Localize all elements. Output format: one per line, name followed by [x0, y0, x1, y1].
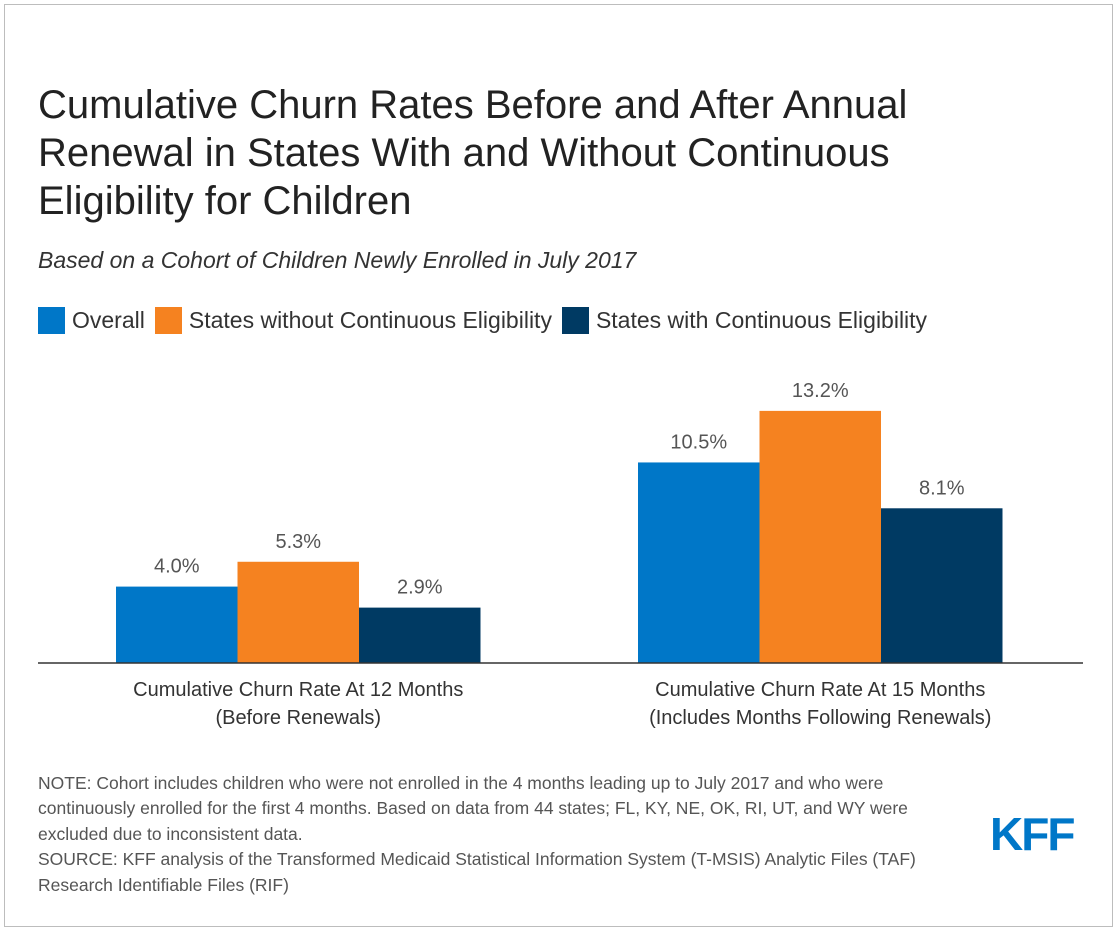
- bar-1-2: [881, 508, 1003, 663]
- legend-swatch-without: [154, 307, 182, 334]
- bar-chart: 4.0% 10.5% 5.3% 13.2% 2.9% 8.1% Cumulative Chu…: [38, 380, 1083, 729]
- legend-label-overall: Overall: [72, 307, 145, 333]
- legend-label-without: States without Continuous Eligibility: [188, 307, 552, 333]
- data-label-1-1: 13.2%: [792, 380, 849, 402]
- chart-subtitle: Based on a Cohort of Children Newly Enro…: [38, 247, 637, 273]
- data-label-0-0: 4.0%: [154, 556, 200, 578]
- legend-swatch-overall: [38, 307, 65, 334]
- category-label-0-0: Cumulative Churn Rate At 12 Months: [133, 679, 463, 701]
- footnotes: NOTE: Cohort includes children who were …: [38, 771, 978, 898]
- note-text: NOTE: Cohort includes children who were …: [38, 773, 908, 844]
- data-label-0-2: 2.9%: [397, 577, 443, 599]
- data-label-1-0: 10.5%: [670, 431, 727, 453]
- legend-swatch-with: [561, 307, 589, 334]
- legend-item-overall: Overall: [38, 307, 145, 334]
- category-label-0-1: (Before Renewals): [215, 707, 381, 729]
- legend-label-with: States with Continuous Eligibility: [595, 307, 928, 333]
- chart-card: Cumulative Churn Rates Before and After …: [4, 4, 1113, 927]
- bar-0-0: [116, 586, 238, 663]
- bar-1-0: [638, 462, 760, 663]
- data-label-0-1: 5.3%: [275, 531, 321, 553]
- kff-logo: KFF: [990, 810, 1076, 856]
- category-label-1-1: (Includes Months Following Renewals): [649, 707, 991, 729]
- chart-title: Cumulative Churn Rates Before and After …: [38, 83, 908, 223]
- legend-item-with: States with Continuous Eligibility: [561, 307, 928, 334]
- category-label-1-0: Cumulative Churn Rate At 15 Months: [655, 679, 985, 701]
- bar-0-2: [359, 607, 481, 663]
- data-label-1-2: 8.1%: [919, 477, 965, 499]
- legend-item-without: States without Continuous Eligibility: [154, 307, 552, 334]
- source-text: SOURCE: KFF analysis of the Transformed …: [38, 849, 916, 895]
- legend: Overall States without Continuous Eligib…: [38, 307, 937, 334]
- svg-text:KFF: KFF: [990, 810, 1074, 856]
- bar-0-1: [237, 561, 359, 663]
- bar-1-1: [759, 410, 881, 663]
